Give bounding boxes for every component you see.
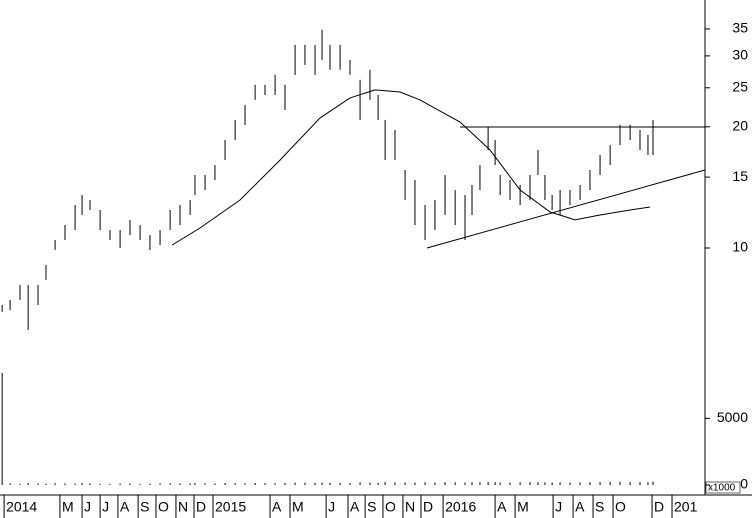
x-tick-label: M — [292, 499, 304, 515]
volume-tick-label: 0 — [740, 476, 748, 492]
y-tick-label: 20 — [732, 117, 748, 133]
volume-unit: x1000 — [708, 483, 736, 494]
x-tick-label: O — [385, 499, 396, 515]
y-tick-label: 35 — [732, 20, 748, 36]
x-tick-label: D — [423, 499, 433, 515]
x-tick-label: N — [405, 499, 415, 515]
x-tick-label: J — [102, 499, 109, 515]
volume-tick-label: 5000 — [717, 409, 748, 425]
x-tick-label: 201 — [674, 499, 698, 515]
x-tick-label: 2016 — [445, 499, 476, 515]
y-tick-label: 15 — [732, 168, 748, 184]
x-tick-label: A — [120, 499, 130, 515]
y-tick-label: 10 — [732, 239, 748, 255]
x-tick-label: M — [62, 499, 74, 515]
x-tick-label: A — [350, 499, 360, 515]
x-tick-label: J — [555, 499, 562, 515]
x-tick-label: N — [178, 499, 188, 515]
trend-line — [426, 169, 706, 249]
x-tick-label: O — [615, 499, 626, 515]
x-tick-label: S — [595, 499, 604, 515]
x-tick-label: A — [575, 499, 585, 515]
x-tick-label: 2014 — [6, 499, 37, 515]
volume-unit-box — [705, 481, 741, 494]
x-tick-label: 2015 — [215, 499, 246, 515]
y-tick-label: 30 — [732, 47, 748, 63]
x-tick-label: D — [654, 499, 664, 515]
x-tick-label: O — [158, 499, 169, 515]
y-tick-label: 25 — [732, 78, 748, 94]
x-tick-label: D — [196, 499, 206, 515]
x-tick-label: A — [497, 499, 507, 515]
x-tick-label: S — [140, 499, 149, 515]
x-tick-label: S — [367, 499, 376, 515]
x-tick-label: M — [517, 499, 529, 515]
x-tick-label: J — [328, 499, 335, 515]
x-tick-label: J — [84, 499, 91, 515]
moving-average — [171, 89, 651, 246]
x-tick-label: A — [272, 499, 282, 515]
